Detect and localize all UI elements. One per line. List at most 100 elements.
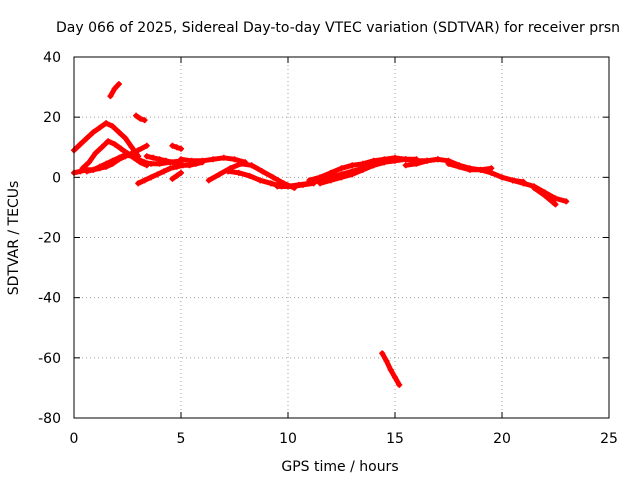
- data-point: [456, 163, 463, 170]
- data-point: [379, 350, 386, 357]
- y-tick-label: -60: [38, 351, 61, 367]
- data-point: [531, 184, 538, 191]
- data-point: [445, 160, 452, 167]
- data-point: [109, 123, 116, 130]
- data-point: [359, 160, 366, 167]
- data-point: [167, 165, 174, 172]
- data-point: [105, 138, 112, 145]
- data-point: [327, 177, 334, 184]
- data-point: [141, 177, 148, 184]
- series-arc-f: [143, 153, 184, 167]
- data-point: [188, 157, 195, 164]
- data-point: [317, 180, 324, 187]
- y-tick-label: 20: [43, 110, 61, 126]
- data-point: [111, 85, 118, 92]
- data-point: [413, 160, 420, 167]
- data-point: [173, 172, 180, 179]
- chart-title: Day 066 of 2025, Sidereal Day-to-day VTE…: [56, 20, 620, 36]
- data-point: [205, 177, 212, 184]
- data-point: [160, 168, 167, 175]
- data-point: [216, 171, 223, 178]
- series-arc-s: [107, 81, 122, 100]
- data-point: [141, 117, 148, 124]
- data-point: [520, 180, 527, 187]
- x-tick-label: 5: [177, 431, 186, 447]
- data-point: [381, 159, 388, 166]
- x-tick-label: 10: [279, 431, 297, 447]
- data-point: [178, 145, 184, 152]
- data-point: [466, 166, 473, 173]
- data-point: [349, 162, 356, 169]
- data-point: [92, 150, 99, 157]
- data-point: [552, 195, 559, 202]
- data-point: [143, 142, 150, 149]
- data-point: [173, 144, 180, 151]
- data-point: [267, 180, 274, 187]
- data-point: [115, 154, 122, 161]
- data-point: [359, 166, 366, 173]
- y-axis-label: SDTVAR / TECUs: [6, 181, 22, 296]
- x-tick-label: 0: [70, 431, 79, 447]
- data-point: [259, 168, 266, 175]
- data-point: [327, 169, 334, 176]
- data-point: [107, 93, 114, 100]
- y-tick-label: 0: [52, 170, 61, 186]
- data-point: [135, 147, 142, 154]
- data-point: [79, 165, 86, 172]
- x-axis-label: GPS time / hours: [281, 459, 398, 475]
- data-point: [156, 156, 163, 163]
- data-point: [186, 162, 193, 169]
- y-tick-label: 40: [43, 50, 61, 66]
- data-point: [370, 162, 377, 169]
- data-point: [115, 129, 122, 136]
- series-arc-a: [71, 120, 142, 160]
- data-point: [424, 157, 431, 164]
- series-arc-t: [133, 112, 148, 124]
- data-point: [90, 166, 97, 173]
- data-point: [109, 157, 116, 164]
- data-point: [169, 159, 176, 166]
- grid: [74, 57, 609, 418]
- data-point: [396, 381, 403, 388]
- series-arc-r: [531, 184, 559, 208]
- data-point: [135, 156, 142, 163]
- data-point: [237, 160, 244, 167]
- data-point: [128, 153, 135, 160]
- data-point: [143, 153, 150, 160]
- data-point: [402, 156, 409, 163]
- series-arc-l: [274, 156, 420, 190]
- data-point: [270, 174, 277, 181]
- data-point: [122, 135, 129, 142]
- data-point: [169, 142, 176, 149]
- data-point: [285, 183, 291, 190]
- data-point: [499, 174, 505, 181]
- data-point: [231, 156, 238, 163]
- data-point: [141, 159, 148, 166]
- y-tick-label: -80: [38, 411, 61, 427]
- data-point: [383, 357, 390, 364]
- x-tick-label: 15: [386, 431, 404, 447]
- data-point: [135, 180, 142, 187]
- data-point: [210, 156, 217, 163]
- data-point: [225, 168, 232, 175]
- series-arc-p: [445, 160, 495, 173]
- x-tick-label: 20: [493, 431, 511, 447]
- data-point: [163, 157, 170, 164]
- data-point: [115, 81, 122, 88]
- data-point: [488, 165, 495, 172]
- data-point: [387, 366, 394, 373]
- data-point: [317, 174, 324, 181]
- data-point: [83, 168, 90, 175]
- data-point: [96, 124, 103, 131]
- axis-ticks: 0 5 10 15 20 25 -80 -60 -40 -20 0 20 40: [38, 50, 618, 447]
- y-tick-label: -40: [38, 291, 61, 307]
- data-point: [96, 163, 103, 170]
- data-point: [434, 156, 441, 163]
- data-point: [349, 171, 356, 178]
- data-point: [103, 160, 110, 167]
- x-tick-label: 25: [600, 431, 618, 447]
- data-point: [295, 181, 302, 188]
- data-point: [563, 198, 570, 205]
- data-point: [338, 174, 345, 181]
